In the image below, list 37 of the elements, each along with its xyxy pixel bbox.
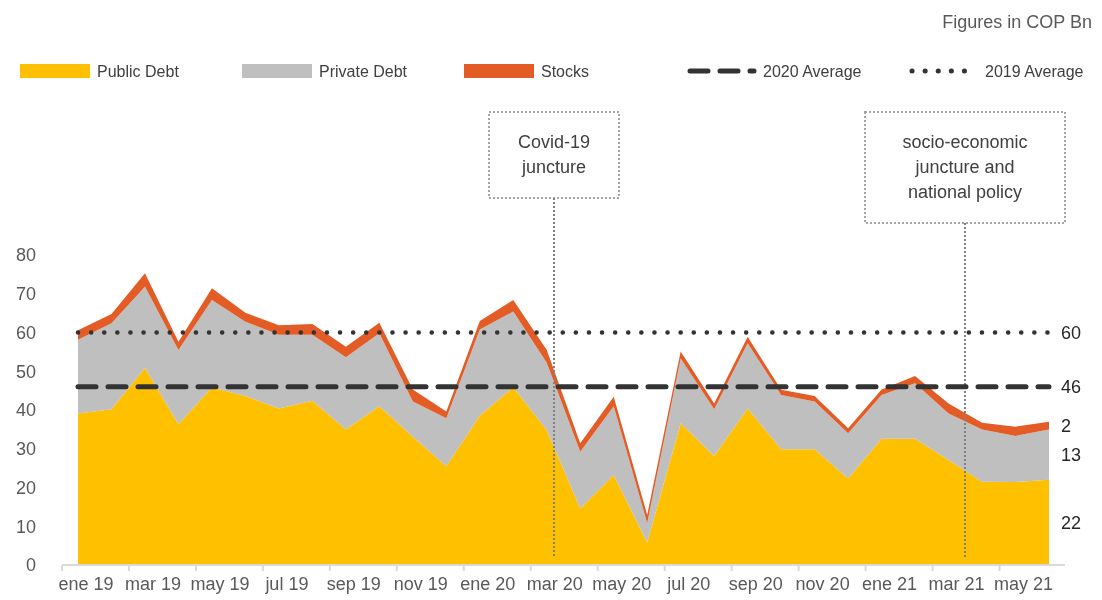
y-tick-label: 70 (15, 284, 36, 305)
x-tick-label: sep 20 (728, 574, 783, 594)
y-tick-label: 50 (15, 361, 36, 382)
y-tick-label: 40 (15, 400, 36, 421)
data-label: 2 (1061, 415, 1072, 436)
x-tick-label: may 21 (994, 574, 1054, 594)
x-tick-label: may 19 (190, 574, 250, 594)
x-tick-label: nov 19 (393, 574, 448, 594)
y-tick-label: 10 (15, 516, 36, 537)
x-tick-label: may 20 (592, 574, 652, 594)
text: Covid-19 juncture (517, 132, 591, 178)
legend-label: Public Debt (97, 62, 180, 80)
text: Figures in COP Bn (942, 12, 1092, 32)
legend-label: 2020 Average (763, 62, 862, 80)
x-tick-label: nov 20 (795, 574, 850, 594)
text: socio-economic juncture and national policy (902, 132, 1028, 203)
x-tick-label: ene 20 (460, 574, 516, 594)
x-tick-label: mar 20 (526, 574, 583, 594)
x-tick-label: mar 19 (124, 574, 181, 594)
x-tick-label: ene 19 (58, 574, 114, 594)
y-tick-label: 60 (15, 322, 36, 343)
data-label: 60 (1061, 322, 1082, 343)
x-tick-label: jul 19 (264, 574, 309, 594)
x-tick-label: ene 21 (862, 574, 918, 594)
data-label: 13 (1061, 444, 1082, 465)
legend-label: Private Debt (319, 62, 408, 80)
y-tick-label: 20 (15, 477, 36, 498)
x-tick-label: jul 20 (666, 574, 711, 594)
x-tick-label: sep 19 (326, 574, 381, 594)
data-label: 46 (1061, 377, 1082, 398)
legend-label: 2019 Average (985, 62, 1084, 80)
y-tick-label: 80 (15, 245, 36, 266)
x-tick-label: mar 21 (928, 574, 985, 594)
legend-label: Stocks (541, 62, 590, 80)
y-tick-label: 30 (15, 439, 36, 460)
data-label: 22 (1061, 512, 1082, 533)
y-tick-label: 0 (25, 555, 36, 576)
